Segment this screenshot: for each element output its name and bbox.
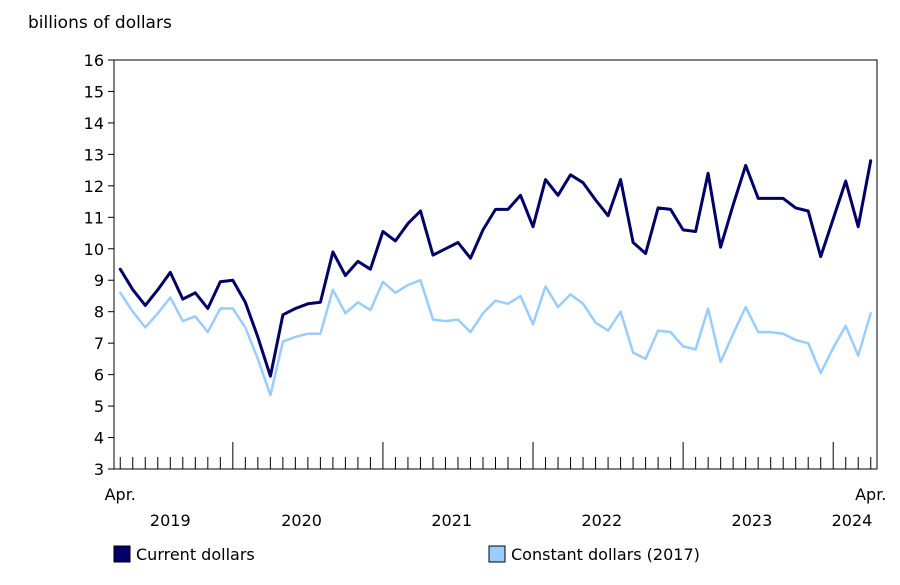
series-line-constant-dollars-2017 bbox=[119, 278, 872, 397]
y-tick-label: 9 bbox=[94, 271, 104, 290]
x-year-label: 2019 bbox=[150, 511, 191, 530]
y-axis-label: billions of dollars bbox=[28, 13, 172, 33]
series-lines bbox=[118, 159, 873, 397]
y-tick-label: 16 bbox=[84, 51, 104, 70]
y-tick-label: 5 bbox=[94, 397, 104, 416]
x-axis: Apr. Apr. 2019 2020 2021 2022 2023 2024 bbox=[105, 442, 886, 530]
y-tick-label: 4 bbox=[94, 429, 104, 448]
x-year-label: 2020 bbox=[281, 511, 322, 530]
y-tick-label: 13 bbox=[84, 145, 104, 164]
x-year-label: 2024 bbox=[832, 511, 873, 530]
y-tick-label: 15 bbox=[84, 82, 104, 101]
y-tick-label: 7 bbox=[94, 334, 104, 353]
legend: Current dollars Constant dollars (2017) bbox=[113, 545, 700, 564]
x-label-start-month: Apr. bbox=[105, 485, 136, 504]
series-line-current-dollars bbox=[118, 159, 873, 378]
y-tick-label: 12 bbox=[84, 177, 104, 196]
x-year-label: 2022 bbox=[581, 511, 622, 530]
legend-swatch-current-dollars bbox=[113, 545, 131, 563]
y-tick-label: 3 bbox=[94, 460, 104, 479]
y-tick-label: 14 bbox=[84, 114, 104, 133]
x-label-end-month: Apr. bbox=[855, 485, 886, 504]
y-axis: 3 4 5 6 7 8 9 10 11 12 13 14 15 16 bbox=[84, 51, 114, 479]
plot-frame bbox=[113, 59, 878, 470]
legend-label-current-dollars: Current dollars bbox=[136, 545, 255, 564]
legend-label-constant-dollars: Constant dollars (2017) bbox=[511, 545, 700, 564]
y-tick-label: 8 bbox=[94, 303, 104, 322]
x-year-label: 2023 bbox=[732, 511, 773, 530]
x-year-label: 2021 bbox=[431, 511, 472, 530]
y-tick-label: 10 bbox=[84, 240, 104, 259]
y-tick-label: 11 bbox=[84, 208, 104, 227]
y-tick-label: 6 bbox=[94, 366, 104, 385]
legend-swatch-constant-dollars bbox=[488, 545, 506, 563]
